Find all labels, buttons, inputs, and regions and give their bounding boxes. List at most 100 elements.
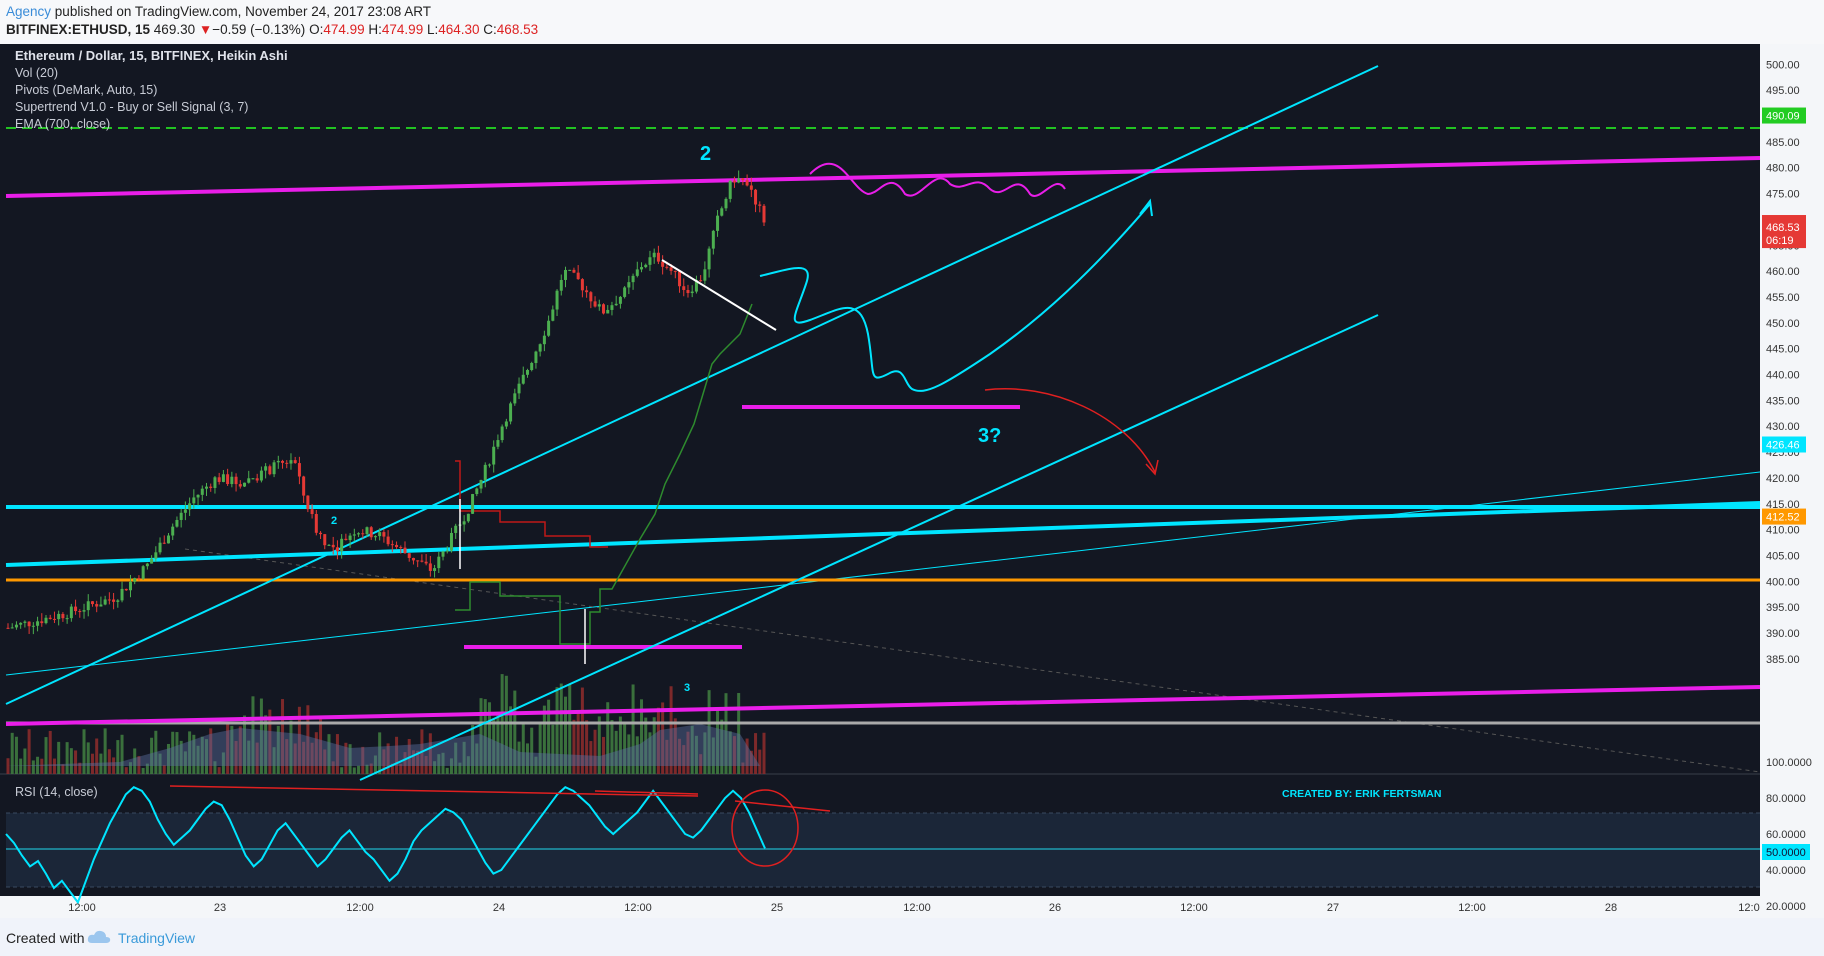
volume-bar [352,767,356,774]
volume-bar [403,752,407,774]
candle-body [673,270,677,272]
volume-bar [340,767,344,774]
candle-body [158,542,162,553]
legend-supertrend[interactable]: Supertrend V1.0 - Buy or Sell Signal (3,… [15,100,248,114]
price-tick-label: 400.00 [1766,576,1800,588]
volume-bar [188,731,192,774]
candle-body [183,509,187,513]
volume-bar [365,764,369,774]
volume-bar [399,763,403,774]
legend-ema[interactable]: EMA (700, close) [15,117,110,131]
price-tick-label: 415.00 [1766,499,1800,511]
candle-body [357,533,361,535]
volume-bar [44,737,48,774]
candle-body [762,205,766,223]
price-tick-label: 435.00 [1766,395,1800,407]
price-tick-label: 430.00 [1766,421,1800,433]
candle-body [331,544,335,548]
legend-pivots[interactable]: Pivots (DeMark, Auto, 15) [15,83,157,97]
candle-body [403,547,407,554]
candle-body [420,560,424,562]
candle-body [103,599,107,605]
volume-bar [133,748,137,774]
volume-bar [217,767,221,774]
candle-body [749,185,753,190]
volume-bar [390,763,394,774]
candle-body [10,627,14,629]
candle-body [602,304,606,314]
volume-bar [74,750,78,774]
open-value: 474.99 [323,22,365,37]
low-value: 464.30 [438,22,480,37]
candle-body [243,482,247,487]
tradingview-link[interactable]: TradingView [118,930,196,946]
candle-body [166,535,170,544]
volume-bar [205,739,209,774]
volume-bar [635,736,639,774]
legend-volume[interactable]: Vol (20) [15,66,58,80]
candle-body [635,269,639,276]
candle-body [428,563,432,571]
volume-bar [534,756,538,774]
candle-body [107,599,111,601]
price-tick-label: 395.00 [1766,602,1800,614]
volume-bar [580,687,584,774]
candle-body [52,618,56,620]
volume-bar [542,705,546,774]
volume-bar [234,741,238,774]
volume-bar [373,755,377,774]
candle-body [268,466,272,475]
candle-body [610,305,614,310]
candle-body [754,189,758,205]
volume-bar [166,743,170,774]
author-link[interactable]: Agency [6,4,52,19]
volume-bar [378,732,382,774]
volume-bar [720,719,724,774]
candle-body [145,563,149,567]
volume-bar [678,738,682,774]
volume-bar [335,734,339,774]
volume-bar [568,683,572,774]
volume-bar [247,740,251,774]
candle-body [678,271,682,287]
volume-bar [610,720,614,774]
candle-body [179,512,183,520]
volume-bar [107,749,111,774]
candle-body [648,257,652,265]
tradingview-cloud-icon [87,930,111,943]
volume-bar [82,729,86,774]
volume-bars [6,674,766,774]
volume-bar [462,741,466,774]
volume-bar [728,731,732,774]
candle-body [466,513,470,522]
rsi-label[interactable]: RSI (14, close) [15,785,98,799]
candle-body [407,553,411,558]
candle-body [281,460,285,463]
volume-bar [162,765,166,774]
time-tick-label: 12:00 [903,902,931,914]
volume-bar [483,699,487,774]
candle-body [61,613,65,619]
volume-bar [656,707,660,774]
volume-bar [694,735,698,774]
close-label: C: [483,22,497,37]
candle-body [162,542,166,544]
price-tick-label: 475.00 [1766,189,1800,201]
candle-body [352,534,356,536]
volume-bar [52,758,56,774]
volume-bar [640,699,644,774]
volume-bar [154,730,158,774]
candle-body [471,494,475,514]
candle-body [74,606,78,612]
volume-bar [551,724,555,774]
candle-body [259,470,263,481]
candle-body [411,557,415,561]
volume-bar [509,706,513,774]
price-tick-label: 480.00 [1766,163,1800,175]
chart-canvas[interactable]: 2 3? 2 3 Ethereum / Dollar, 15, BITFINEX… [0,44,1824,918]
time-tick-label: 26 [1049,902,1061,914]
candle-body [521,374,525,384]
volume-bar [631,684,635,774]
rsi-tick-label: 40.0000 [1766,865,1806,877]
small-wave-2-label: 2 [331,515,337,527]
